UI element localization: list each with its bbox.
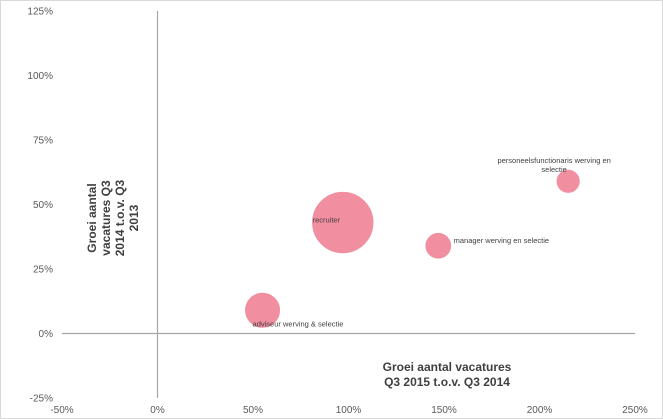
bubble [424, 231, 453, 260]
y-axis-title: Groei aantalvacatures Q32014 t.o.v. Q320… [85, 179, 141, 256]
x-tick-label: 100% [336, 405, 362, 416]
y-tick-label: 50% [33, 200, 53, 211]
bubble-label: recruiter [313, 216, 341, 225]
tick-labels: -25% 0% 25% 50% 75% 100% 125% -50% 0% 50% 100% 150%… [27, 7, 647, 417]
x-axis-title: Groei aantal vacatures Q3 2015 t.o.v. Q3 … [383, 360, 512, 389]
x-tick-label: 0% [150, 405, 165, 416]
x-tick-label: 150% [431, 405, 457, 416]
axes [62, 11, 635, 398]
bubble-labels: adviseur werving & selectie recruiter mana… [253, 156, 611, 328]
x-tick-label: -50% [50, 405, 73, 416]
x-tick-label: 250% [622, 405, 648, 416]
y-tick-label: 0% [39, 329, 54, 340]
x-tick-label: 50% [243, 405, 263, 416]
x-tick-label: 200% [527, 405, 553, 416]
bubbles [244, 168, 581, 329]
bubble-label: personeelsfunctionaris werving en selecti… [497, 156, 610, 174]
y-tick-label: -25% [30, 394, 53, 405]
bubble [244, 291, 282, 329]
y-tick-label: 75% [33, 136, 53, 147]
bubble [555, 168, 581, 194]
y-tick-label: 125% [27, 7, 53, 18]
y-tick-label: 100% [27, 71, 53, 82]
y-tick-label: 25% [33, 265, 53, 276]
bubble-label: manager werving en selectie [454, 236, 549, 245]
bubble-label: adviseur werving & selectie [253, 319, 344, 328]
bubble [311, 190, 375, 255]
